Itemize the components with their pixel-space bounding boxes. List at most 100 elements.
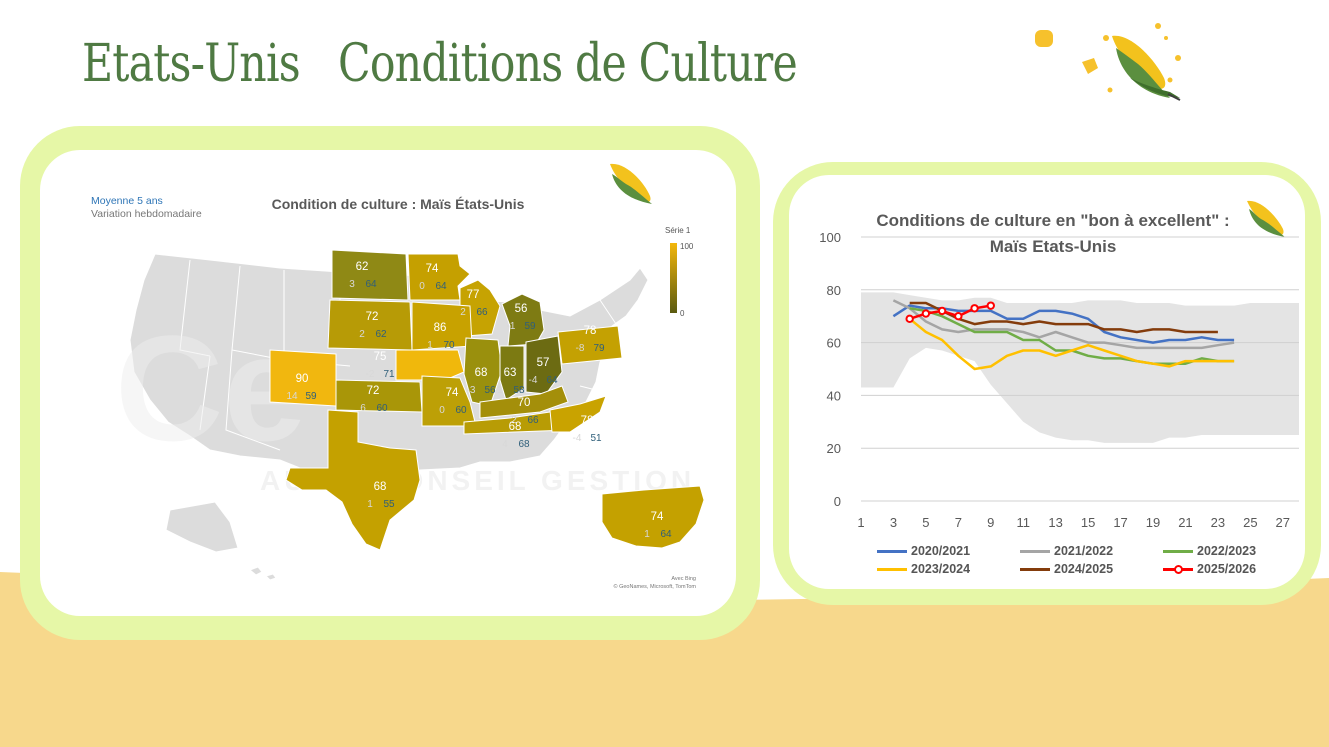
series-point: [921, 309, 931, 318]
state-variation: -8: [576, 343, 585, 354]
state-variation: 0: [419, 281, 425, 292]
state-variation: -2: [366, 369, 375, 380]
legend-swatch: [1163, 564, 1193, 574]
state-value: 77: [467, 289, 480, 301]
watermark: Ce AUDIT CONSEIL GESTION: [115, 304, 691, 496]
page-title: Etats-Unis Conditions de Culture: [82, 34, 798, 94]
legend-item-2023-2024: 2023/2024: [877, 561, 970, 577]
state-ia-shape: [395, 349, 465, 381]
state-average: 51: [590, 433, 602, 444]
state-average: 56: [484, 385, 496, 396]
state-value: 74: [446, 387, 459, 399]
state-value: 90: [296, 373, 309, 385]
map-credit-line2: © GeoNames, Microsoft, TomTom: [614, 583, 697, 590]
y-tick-label: 40: [827, 388, 841, 403]
state-label-mi: 56 -1 59: [507, 303, 536, 332]
state-value: 78: [581, 415, 594, 427]
state-oh-shape: [525, 335, 563, 395]
state-variation: 1: [497, 385, 503, 396]
state-average: 70: [443, 340, 455, 351]
legend-item-2020-2021: 2020/2021: [877, 543, 970, 559]
map-legend-gradient: [670, 243, 677, 313]
state-average: 68: [518, 439, 530, 450]
state-label-us: 741 64: [644, 511, 672, 540]
state-variation: 4: [502, 439, 508, 450]
legend-swatch: [877, 567, 907, 571]
state-mi-shape: [501, 293, 545, 347]
legend-swatch: [877, 549, 907, 553]
state-value: 72: [367, 385, 380, 397]
x-tick-label: 21: [1178, 515, 1192, 530]
state-label-ky: 702 66: [511, 397, 539, 426]
legend-label: 2020/2021: [911, 544, 971, 558]
map-panel: Moyenne 5 ans Variation hebdomadaire Con…: [40, 150, 736, 616]
state-label-tn: 684 68: [502, 421, 530, 450]
map-title: Condition de culture : Maïs États-Unis: [272, 196, 525, 212]
state-variation: 1: [427, 340, 433, 351]
x-tick-label: 3: [890, 515, 897, 530]
y-tick-label: 100: [819, 230, 841, 245]
state-label-in: 631 58: [497, 367, 525, 396]
state-value: 86: [434, 322, 447, 334]
state-ky-shape: [479, 385, 569, 419]
state-variation: 2: [359, 329, 365, 340]
state-label-tx: 681 55: [367, 481, 395, 510]
legend-swatch: [1163, 549, 1193, 553]
series-line-2024-2025: [909, 301, 1218, 334]
legend-item-2025-2026: 2025/2026: [1163, 561, 1256, 577]
state-average: 71: [383, 369, 395, 380]
legend-label: 2025/2026: [1197, 562, 1257, 576]
state-variation: -1: [507, 321, 516, 332]
state-average: 64: [435, 281, 447, 292]
map-credit-line1: Avec Bing: [671, 576, 696, 582]
state-value: 78: [584, 325, 597, 337]
chart-title: Conditions de culture en "bon à excellen…: [876, 211, 1229, 230]
series-point: [970, 304, 979, 313]
state-label-il: 68 -3 56: [467, 367, 496, 396]
x-tick-label: 1: [857, 515, 864, 530]
state-us-shape: [601, 485, 705, 549]
line-chart-panel-frame: Conditions de culture en "bon à excellen…: [773, 162, 1321, 605]
us-map-chart: Moyenne 5 ans Variation hebdomadaire Con…: [91, 163, 705, 590]
state-shapes: [269, 249, 705, 551]
legend-label: 2021/2022: [1054, 544, 1114, 558]
x-tick-label: 5: [922, 515, 929, 530]
state-value: 63: [504, 367, 517, 379]
state-label-pa: 78 -8 79: [576, 325, 605, 354]
x-tick-label: 11: [1016, 515, 1029, 530]
state-value: 57: [537, 357, 550, 369]
line-chart-panel: Conditions de culture en "bon à excellen…: [789, 175, 1305, 589]
state-average: 66: [476, 307, 488, 318]
x-tick-label: 19: [1146, 515, 1160, 530]
legend-label: 2024/2025: [1054, 562, 1114, 576]
state-sd-shape: [331, 249, 409, 301]
legend-swatch: [1020, 549, 1050, 553]
state-average: 59: [305, 391, 317, 402]
legend-label: 2023/2024: [911, 562, 971, 576]
state-average: 62: [375, 329, 387, 340]
state-variation: -3: [467, 385, 476, 396]
state-value: 56: [515, 303, 528, 315]
line-chart: Conditions de culture en "bon à excellen…: [819, 200, 1299, 530]
corn-icon: [610, 163, 652, 204]
map-top-left-line2: Variation hebdomadaire: [91, 208, 202, 220]
series-line-2021-2022: [892, 299, 1235, 350]
state-average: 79: [593, 343, 605, 354]
x-tick-label: 25: [1243, 515, 1257, 530]
x-tick-label: 13: [1048, 515, 1062, 530]
state-value: 74: [426, 263, 439, 275]
map-panel-frame: Moyenne 5 ans Variation hebdomadaire Con…: [20, 126, 760, 640]
legend-item-2024-2025: 2024/2025: [1020, 561, 1113, 577]
x-tick-label: 23: [1211, 515, 1225, 530]
state-label-sd: 623 64: [349, 261, 377, 290]
chart-subtitle: Maïs Etats-Unis: [990, 237, 1117, 256]
state-variation: 2: [511, 415, 517, 426]
state-label-mo: 740 60: [439, 387, 467, 416]
x-tick-label: 9: [987, 515, 994, 530]
state-tx-shape: [285, 409, 421, 551]
state-average: 58: [513, 385, 525, 396]
state-label-ne2: 75 -2 71: [366, 351, 395, 380]
state-value: 72: [366, 311, 379, 323]
state-label-ks: 726 60: [360, 385, 388, 414]
state-average: 59: [524, 321, 536, 332]
